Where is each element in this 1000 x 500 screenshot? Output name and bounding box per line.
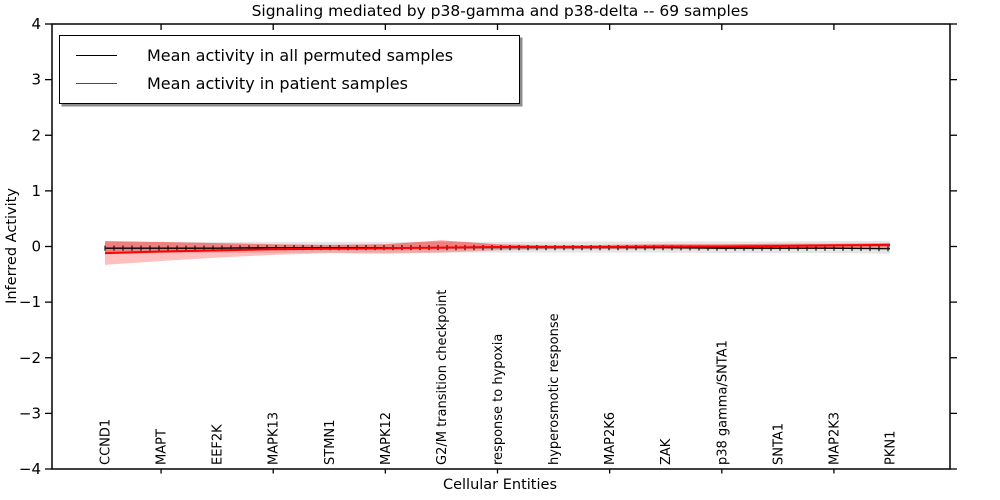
x-category-label: p38 gamma/SNTA1 xyxy=(715,340,730,465)
chart-title: Signaling mediated by p38-gamma and p38-… xyxy=(251,2,749,20)
legend-item-permuted: Mean activity in all permuted samples xyxy=(60,41,519,69)
y-tick-label: 4 xyxy=(31,15,41,33)
permuted-line-sample-icon xyxy=(76,54,117,56)
x-category-label: STMN1 xyxy=(323,420,338,465)
x-category-label: CCND1 xyxy=(99,419,114,465)
x-category-label: SNTA1 xyxy=(771,423,786,465)
y-tick-label: −4 xyxy=(19,460,41,478)
x-category-label: G2/M transition checkpoint xyxy=(435,290,450,465)
x-category-label: MAPK12 xyxy=(379,412,394,465)
x-category-label: MAPK13 xyxy=(267,412,282,465)
patient-line-sample-icon xyxy=(76,82,117,84)
x-category-label: MAP2K6 xyxy=(603,412,618,465)
x-category-label: MAP2K3 xyxy=(827,412,842,465)
legend-label-patient: Mean activity in patient samples xyxy=(147,73,408,93)
y-tick-label: −3 xyxy=(19,404,41,422)
legend: Mean activity in all permuted samples Me… xyxy=(59,35,520,104)
x-category-label: EEF2K xyxy=(211,424,226,465)
legend-item-patient: Mean activity in patient samples xyxy=(60,69,519,97)
y-axis-label: Inferred Activity xyxy=(4,188,20,304)
patient-mean-line xyxy=(104,243,891,255)
y-tick-label: 2 xyxy=(31,126,41,144)
y-tick-label: 0 xyxy=(31,238,41,256)
y-tick-label: −2 xyxy=(19,349,41,367)
y-tick-label: 3 xyxy=(31,71,41,89)
x-category-label: hyperosmotic response xyxy=(547,313,562,465)
x-category-label: PKN1 xyxy=(884,431,899,465)
y-tick-label: −1 xyxy=(19,293,41,311)
x-category-label: ZAK xyxy=(659,438,674,465)
legend-label-permuted: Mean activity in all permuted samples xyxy=(147,45,454,65)
x-category-label: response to hypoxia xyxy=(491,334,506,465)
y-tick-label: 1 xyxy=(31,182,41,200)
x-category-label: MAPT xyxy=(155,429,170,465)
x-axis-label: Cellular Entities xyxy=(442,477,558,493)
